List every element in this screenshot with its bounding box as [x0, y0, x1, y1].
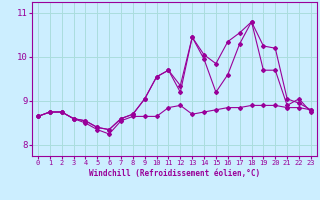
X-axis label: Windchill (Refroidissement éolien,°C): Windchill (Refroidissement éolien,°C)	[89, 169, 260, 178]
